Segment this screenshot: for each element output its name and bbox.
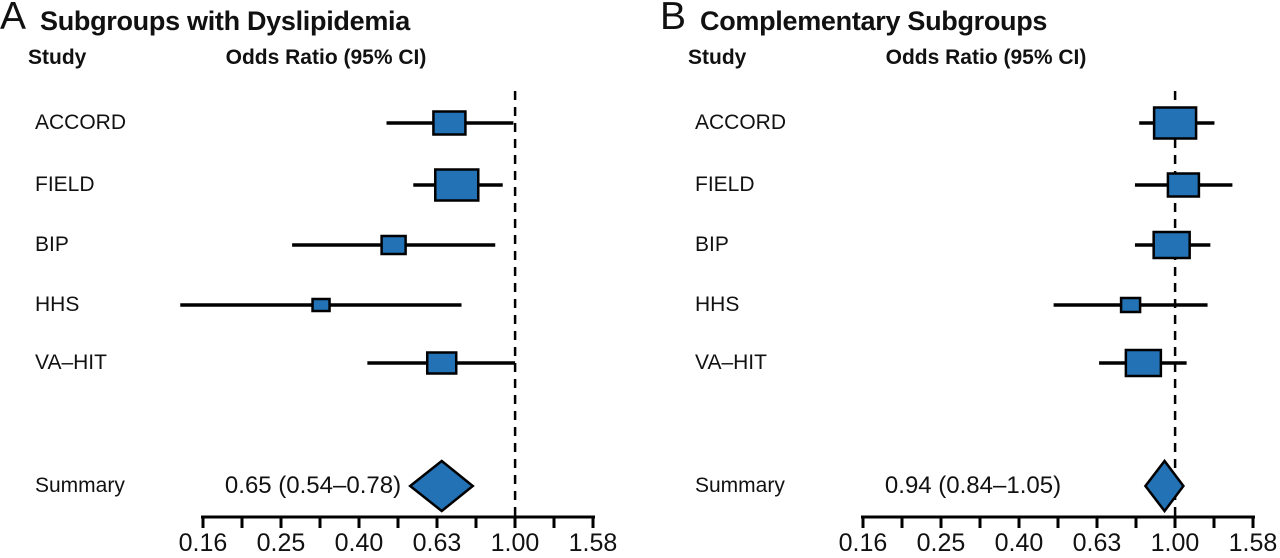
panel-b-study-column-header: Study	[688, 46, 747, 69]
panel-a-study-column-header: Study	[28, 46, 87, 69]
panel-a-summary-label: Summary	[35, 474, 125, 497]
x-axis-tick-label: 0.63	[1073, 529, 1122, 557]
odds-ratio-box	[432, 110, 467, 136]
odds-ratio-box	[311, 297, 331, 313]
odds-ratio-box	[1119, 296, 1142, 314]
x-axis-tick-label: 1.00	[491, 529, 540, 557]
study-label: ACCORD	[695, 111, 787, 134]
odds-ratio-box	[1152, 106, 1198, 140]
x-axis-tick-label: 0.40	[995, 529, 1044, 557]
odds-ratio-box	[425, 351, 458, 375]
panel-b-letter: B	[660, 0, 687, 38]
study-label: ACCORD	[35, 111, 127, 134]
panel-b: B Complementary Subgroups Study Odds Rat…	[660, 0, 1280, 558]
x-axis-tick-label: 1.00	[1151, 529, 1200, 557]
study-label: VA–HIT	[35, 351, 107, 374]
x-axis-tick-label: 0.25	[917, 529, 966, 557]
x-axis-tick-label: 0.16	[839, 529, 888, 557]
odds-ratio-box	[1124, 348, 1163, 378]
x-axis-tick-label: 0.16	[179, 529, 228, 557]
study-label: VA–HIT	[695, 351, 767, 374]
x-axis-tick-label: 0.63	[413, 529, 462, 557]
summary-diamond	[1143, 458, 1185, 514]
odds-ratio-box	[1152, 230, 1191, 260]
study-label: FIELD	[695, 173, 755, 196]
study-label: BIP	[35, 233, 69, 256]
study-label: HHS	[35, 293, 80, 316]
panel-b-summary-label: Summary	[695, 474, 785, 497]
summary-diamond	[408, 459, 475, 513]
study-label: FIELD	[35, 173, 95, 196]
study-label: BIP	[695, 233, 729, 256]
panel-a: A Subgroups with Dyslipidemia Study Odds…	[0, 0, 427, 499]
panel-a-summary-estimate-text: 0.65 (0.54–0.78)	[224, 472, 402, 499]
x-axis-tick-label: 1.58	[1229, 529, 1278, 557]
panel-a-title: Subgroups with Dyslipidemia	[40, 6, 410, 36]
study-label: HHS	[695, 293, 740, 316]
x-axis-tick-label: 1.58	[569, 529, 618, 557]
odds-ratio-box	[434, 168, 480, 202]
x-axis-tick-label: 0.40	[335, 529, 384, 557]
panel-b-summary-estimate-text: 0.94 (0.84–1.05)	[884, 472, 1062, 499]
x-axis-tick-label: 0.25	[257, 529, 306, 557]
odds-ratio-box	[1166, 172, 1201, 198]
panel-b-odds-ratio-column-header: Odds Ratio (95% CI)	[885, 46, 1087, 69]
odds-ratio-box	[380, 234, 407, 256]
panel-a-odds-ratio-column-header: Odds Ratio (95% CI)	[225, 46, 427, 69]
panel-a-letter: A	[0, 0, 27, 38]
panel-b-title: Complementary Subgroups	[700, 6, 1048, 36]
